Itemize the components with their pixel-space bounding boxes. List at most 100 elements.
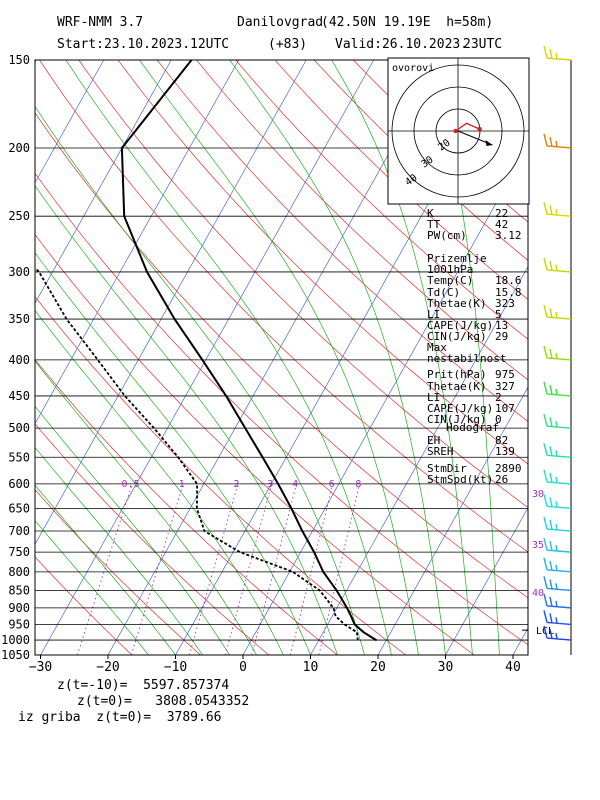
- pressure-tick-label: 400: [8, 353, 30, 367]
- wind-barb: [543, 345, 572, 361]
- surface-title: Prizemlje 1001hPa: [427, 252, 487, 277]
- wind-barb-flag: [555, 583, 558, 590]
- lead-time: (+83): [268, 37, 308, 52]
- theta-e-label: 40: [532, 588, 544, 599]
- wind-barb-flag: [555, 450, 558, 457]
- mixing-ratio-line: [188, 483, 239, 655]
- pressure-tick-label: 550: [8, 450, 30, 464]
- hodograf-value: 82: [495, 434, 509, 448]
- moist-adiabat: [65, 60, 392, 655]
- temperature-tick-label: 40: [505, 660, 521, 675]
- pressure-tick-label: 200: [8, 141, 30, 155]
- dry-adiabat: [35, 489, 201, 655]
- hodograf-key: SREH: [427, 445, 454, 459]
- mixing-ratio-label: 8: [355, 479, 361, 490]
- storm-motion-arrowhead: [485, 140, 493, 146]
- wind-barb-staff: [546, 425, 572, 429]
- pressure-tick-label: 900: [8, 601, 30, 615]
- wind-barb-flag: [549, 628, 553, 639]
- pressure-tick-label: 800: [8, 565, 30, 579]
- max-instability-panel: Max nestabilnost Prit(hPa) 975 Thetae(K) 3…: [424, 342, 530, 427]
- height-zero-grib: iz griba z(t=0)= 3789.66: [18, 710, 222, 725]
- start-date: Start:23.10.2023.: [57, 37, 191, 52]
- wind-barb-flag: [549, 446, 553, 456]
- wind-barb-staff: [546, 213, 572, 217]
- wind-barb-staff: [546, 393, 572, 397]
- wind-barb: [543, 45, 572, 61]
- pressure-tick-label: 650: [8, 501, 30, 515]
- wind-barb: [543, 576, 572, 592]
- wind-barb-staff: [546, 587, 572, 592]
- theta-e-label: 35: [532, 540, 544, 551]
- temperature-profile: [120, 60, 378, 642]
- wind-barb-flag: [549, 497, 553, 508]
- instability-value: 107: [495, 402, 515, 416]
- wind-barb-flag: [549, 348, 553, 359]
- pressure-tick-label: 600: [8, 477, 30, 491]
- wind-barb-flag: [543, 304, 548, 318]
- station-name: Danilovgrad: [237, 15, 324, 30]
- wind-barb-flag: [543, 381, 548, 395]
- wind-barb: [543, 625, 572, 641]
- pressure-tick-label: 950: [8, 617, 30, 631]
- wind-barb-flag: [555, 564, 558, 571]
- isotherm: [35, 60, 239, 425]
- wind-barb: [543, 257, 572, 273]
- moist-adiabat: [139, 60, 419, 655]
- hodograph-point: [477, 126, 482, 132]
- surface-value: 13: [495, 319, 509, 333]
- wind-barb-flag: [543, 45, 548, 59]
- wind-barb-flag: [543, 257, 548, 271]
- wind-barb-staff: [546, 481, 572, 485]
- wind-barb-staff: [546, 145, 572, 149]
- index-value: 22: [495, 207, 509, 220]
- wind-barb-flag: [549, 136, 553, 147]
- wind-barb-flag: [543, 516, 548, 530]
- surface-key: Thetae(K): [427, 296, 487, 310]
- moist-adiabat: [35, 446, 203, 655]
- pressure-tick-label: 500: [8, 421, 30, 435]
- surface-value: 18.6: [495, 274, 522, 288]
- wind-barb-staff: [546, 549, 572, 553]
- instability-key: Thetae(K): [427, 379, 487, 393]
- mixing-ratio-label: 1: [179, 479, 185, 490]
- index-value: 42: [495, 218, 509, 232]
- wind-barb: [543, 133, 572, 149]
- dry-adiabat: [156, 60, 528, 422]
- wind-barb-flag: [549, 579, 553, 590]
- index-key: K: [427, 207, 434, 220]
- surface-key: Temp(C): [427, 274, 474, 288]
- wind-barb-staff: [546, 316, 572, 320]
- wind-barb: [543, 610, 572, 626]
- wind-barb-flag: [555, 352, 558, 360]
- wind-barb: [543, 381, 572, 397]
- wind-barb-staff: [546, 454, 572, 458]
- temperature-tick-label: −20: [96, 660, 119, 675]
- wind-barb-flag: [549, 307, 553, 318]
- wind-barb-flag: [543, 610, 548, 623]
- wind-barb-flag: [543, 345, 548, 359]
- instability-value: 2: [495, 390, 502, 404]
- wind-barb-flag: [549, 48, 553, 59]
- wind-barb-flag: [543, 625, 548, 639]
- wind-barb-flag: [543, 557, 548, 571]
- surface-value: 5: [495, 308, 502, 322]
- surface-value: 15.8: [495, 285, 522, 299]
- hodograf-key: EH: [427, 434, 441, 448]
- pressure-tick-label: 1050: [1, 648, 30, 662]
- valid-date: Valid:26.10.2023.: [335, 37, 469, 52]
- moist-adiabat: [35, 105, 365, 655]
- wind-barb: [543, 469, 572, 485]
- wind-barb-flag: [549, 519, 553, 530]
- isotherm: [377, 386, 528, 655]
- temperature-tick-label: −10: [164, 660, 187, 675]
- wind-barb-flag: [555, 476, 558, 484]
- wind-barb: [543, 494, 572, 510]
- wind-barb-flag: [543, 494, 548, 507]
- hodograf-key: StmDir: [427, 461, 467, 475]
- dry-adiabat: [589, 60, 600, 655]
- instability-value: 0: [495, 413, 502, 427]
- wind-barb-staff: [546, 505, 572, 510]
- surface-key: LI: [427, 308, 441, 322]
